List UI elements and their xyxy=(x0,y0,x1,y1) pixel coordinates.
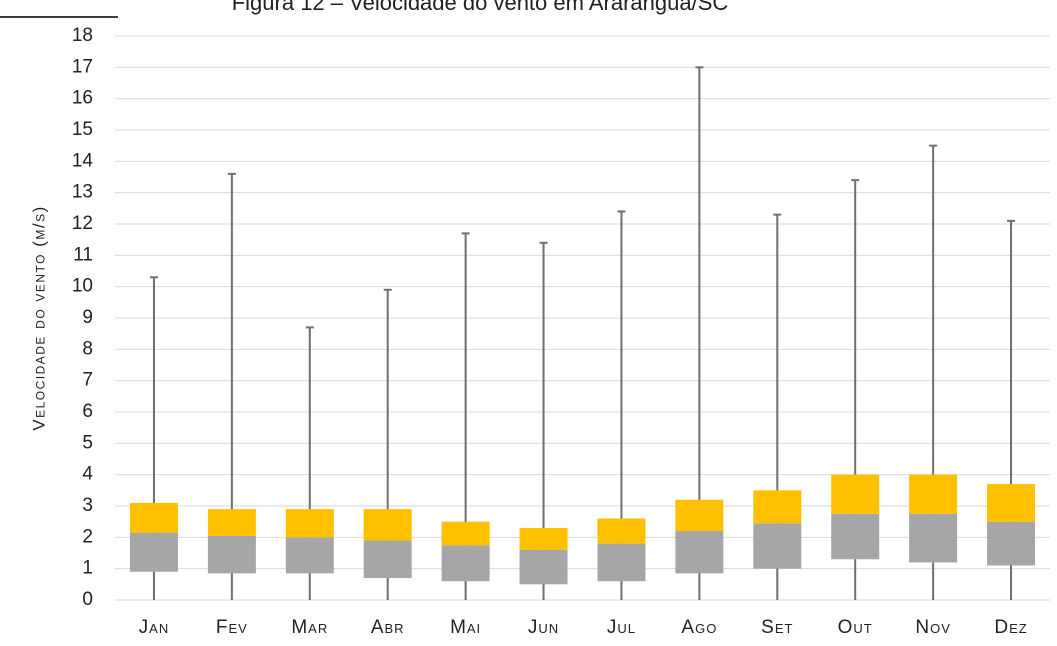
box-upper xyxy=(597,518,646,544)
x-tick-label: Mai xyxy=(450,617,481,638)
x-tick-label: Jul xyxy=(607,617,636,638)
box-upper xyxy=(909,474,958,514)
box-upper xyxy=(207,509,256,536)
box-lower xyxy=(285,537,334,574)
y-tick-label: 1 xyxy=(82,558,93,579)
box-upper xyxy=(441,521,490,546)
box-upper xyxy=(363,509,412,541)
y-tick-label: 3 xyxy=(82,495,93,516)
box-lower xyxy=(831,513,880,560)
box-upper xyxy=(987,484,1036,522)
box-lower xyxy=(363,540,412,579)
x-tick-label: Dez xyxy=(994,617,1027,638)
x-tick-label: Ago xyxy=(681,617,717,638)
y-tick-label: 2 xyxy=(82,526,93,547)
box-upper xyxy=(519,527,568,550)
box-lower xyxy=(909,513,958,563)
y-tick-label: 15 xyxy=(72,119,93,140)
box-upper xyxy=(129,502,178,533)
x-tick-label: Set xyxy=(761,617,793,638)
y-tick-label: 7 xyxy=(82,370,93,391)
y-tick-label: 16 xyxy=(72,88,93,109)
y-tick-label: 4 xyxy=(82,464,93,485)
chart-title: Figura 12 – Velocidade do vento em Arara… xyxy=(232,0,729,15)
x-tick-label: Nov xyxy=(915,617,951,638)
y-tick-label: 9 xyxy=(82,307,93,328)
box-lower xyxy=(519,549,568,585)
y-tick-label: 12 xyxy=(72,213,93,234)
y-tick-label: 10 xyxy=(72,276,93,297)
y-tick-label: 14 xyxy=(72,150,94,171)
box-upper xyxy=(831,474,880,514)
box-lower xyxy=(129,532,178,572)
x-tick-label: Jun xyxy=(528,617,559,638)
y-tick-label: 13 xyxy=(72,182,93,203)
y-axis-label: Velocidade do vento (m/s) xyxy=(29,205,48,431)
box-lower xyxy=(207,535,256,574)
box-upper xyxy=(675,499,724,532)
box-lower xyxy=(441,545,490,582)
y-tick-label: 17 xyxy=(72,56,93,77)
x-tick-label: Abr xyxy=(371,617,405,638)
x-tick-label: Jan xyxy=(139,617,170,638)
x-tick-label: Fev xyxy=(216,617,248,638)
box-lower xyxy=(753,523,802,569)
box-lower xyxy=(675,531,724,574)
y-tick-label: 5 xyxy=(82,432,93,453)
y-tick-label: 8 xyxy=(82,338,93,359)
y-tick-label: 11 xyxy=(73,244,93,265)
box-lower xyxy=(597,543,646,582)
x-tick-label: Mar xyxy=(291,617,328,638)
box-upper xyxy=(753,490,802,524)
x-tick-label: Out xyxy=(838,617,873,638)
y-tick-label: 0 xyxy=(82,589,93,610)
y-tick-label: 6 xyxy=(82,401,93,422)
box-upper xyxy=(285,509,334,538)
y-tick-label: 18 xyxy=(72,25,93,46)
box-lower xyxy=(987,521,1036,566)
